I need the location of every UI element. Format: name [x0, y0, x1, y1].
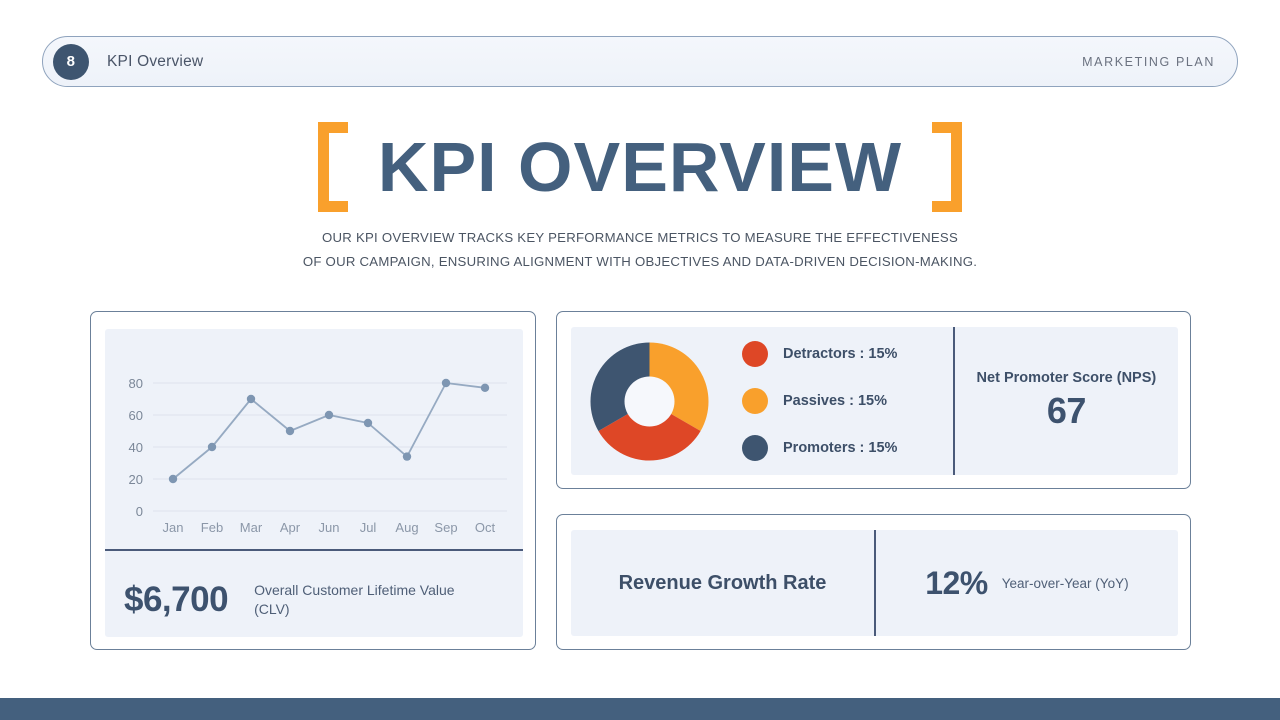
svg-text:40: 40 — [129, 440, 143, 455]
nps-vertical-divider — [953, 327, 955, 475]
revenue-period-label: Year-over-Year (YoY) — [1001, 575, 1129, 591]
subtitle-line-1: OUR KPI OVERVIEW TRACKS KEY PERFORMANCE … — [322, 230, 958, 245]
svg-text:Jan: Jan — [163, 520, 184, 535]
revenue-value-block: 12% Year-over-Year (YoY) — [876, 530, 1178, 636]
chart-x-axis-labels: Jan Feb Mar Apr Jun Jul Aug Sep Oct — [163, 520, 496, 535]
nps-donut-chart — [587, 339, 712, 464]
line-chart-panel: 80 60 40 20 0 — [105, 329, 523, 637]
legend-label-detractors: Detractors : 15% — [783, 346, 898, 362]
revenue-vertical-divider — [874, 530, 876, 636]
svg-text:Feb: Feb — [201, 520, 223, 535]
chart-y-axis-labels: 80 60 40 20 0 — [129, 376, 143, 519]
nps-score-block: Net Promoter Score (NPS) 67 — [955, 327, 1178, 475]
svg-text:Apr: Apr — [280, 520, 301, 535]
revenue-title: Revenue Growth Rate — [618, 571, 827, 594]
revenue-value: 12% — [925, 564, 988, 601]
bracket-right-icon — [932, 122, 963, 212]
nps-legend: Detractors : 15% Passives : 15% Promoter… — [742, 341, 897, 461]
legend-dot-detractors-icon — [742, 341, 768, 367]
revenue-panel: Revenue Growth Rate 12% Year-over-Year (… — [571, 530, 1178, 636]
clv-label: Overall Customer Lifetime Value (CLV) — [254, 582, 455, 617]
header-title: KPI Overview — [107, 52, 204, 70]
legend-dot-promoters-icon — [742, 435, 768, 461]
footer-bar — [0, 698, 1280, 720]
header-section-label: MARKETING PLAN — [1082, 54, 1215, 69]
subtitle-line-2: OF OUR CAMPAIGN, ENSURING ALIGNMENT WITH… — [302, 254, 978, 269]
legend-item-promoters: Promoters : 15% — [742, 435, 897, 461]
svg-text:Aug: Aug — [395, 520, 418, 535]
slide-number-badge: 8 — [53, 43, 89, 80]
legend-label-passives: Passives : 15% — [783, 393, 887, 409]
nps-title: Net Promoter Score (NPS) — [976, 370, 1157, 386]
chart-data-points — [168, 378, 490, 484]
bracket-left-icon — [317, 122, 348, 212]
nps-card: Detractors : 15% Passives : 15% Promoter… — [556, 311, 1191, 489]
donut-svg — [590, 342, 709, 461]
revenue-title-block: Revenue Growth Rate — [571, 530, 874, 636]
legend-item-passives: Passives : 15% — [742, 388, 897, 414]
svg-text:20: 20 — [129, 472, 143, 487]
svg-text:Oct: Oct — [475, 520, 496, 535]
legend-item-detractors: Detractors : 15% — [742, 341, 897, 367]
svg-text:60: 60 — [129, 408, 143, 423]
svg-text:Jun: Jun — [319, 520, 340, 535]
nps-panel: Detractors : 15% Passives : 15% Promoter… — [571, 327, 1178, 475]
title-block: KPI OVERVIEW — [0, 122, 1280, 212]
legend-label-promoters: Promoters : 15% — [783, 440, 898, 456]
clv-summary-row: $6,700 Overall Customer Lifetime Value (… — [105, 565, 523, 635]
nps-value: 67 — [1046, 390, 1087, 431]
chart-gridlines — [153, 382, 507, 512]
chart-line-series — [172, 382, 486, 480]
page-title: KPI OVERVIEW — [377, 128, 903, 206]
donut-hole — [624, 376, 675, 426]
svg-text:Sep: Sep — [434, 520, 457, 535]
svg-text:80: 80 — [129, 376, 143, 391]
slide-header-bar: 8 KPI Overview MARKETING PLAN — [42, 36, 1238, 87]
donut-slice-detractors — [598, 401, 701, 461]
svg-text:0: 0 — [136, 504, 143, 519]
clv-line-chart: 80 60 40 20 0 — [129, 376, 507, 535]
clv-value: $6,700 — [124, 580, 229, 619]
svg-text:Mar: Mar — [240, 520, 263, 535]
revenue-growth-card: Revenue Growth Rate 12% Year-over-Year (… — [556, 514, 1191, 650]
svg-text:Jul: Jul — [360, 520, 377, 535]
legend-dot-passives-icon — [742, 388, 768, 414]
page-subtitle: OUR KPI OVERVIEW TRACKS KEY PERFORMANCE … — [0, 226, 1280, 274]
clv-card: 80 60 40 20 0 — [90, 311, 536, 650]
nps-breakdown: Detractors : 15% Passives : 15% Promoter… — [571, 327, 953, 475]
clv-divider — [105, 549, 523, 551]
